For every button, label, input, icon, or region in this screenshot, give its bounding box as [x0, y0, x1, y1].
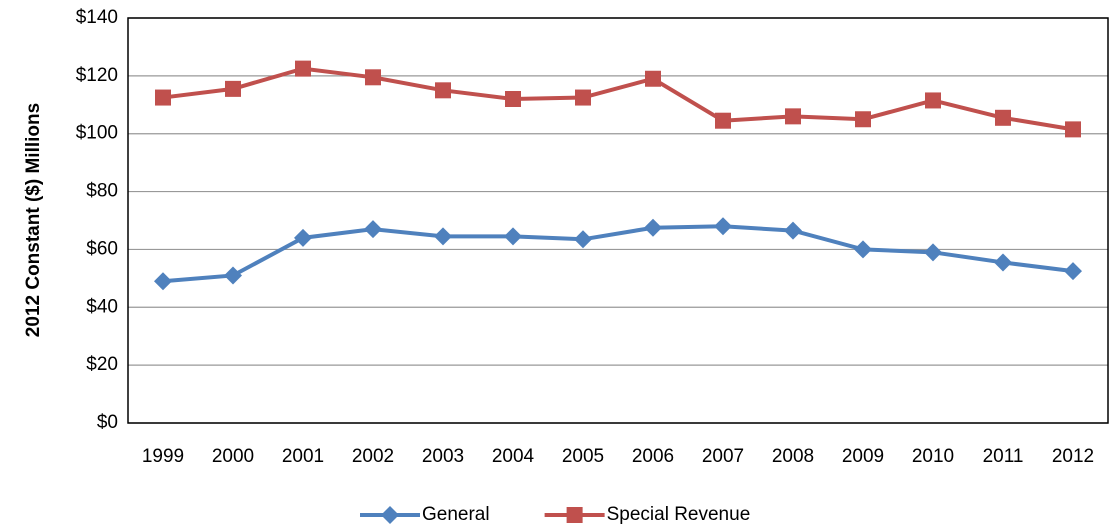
marker: [364, 220, 382, 239]
y-tick-label: $40: [86, 296, 118, 317]
marker: [1065, 121, 1081, 138]
marker: [224, 266, 242, 285]
x-tick-label: 2011: [983, 446, 1024, 467]
marker: [365, 69, 381, 86]
y-axis-label: 2012 Constant ($) Millions: [23, 103, 44, 337]
plot-frame: [127, 17, 1109, 424]
x-tick-label: 2004: [492, 446, 535, 467]
marker: [994, 253, 1012, 272]
x-tick-label: 2010: [912, 446, 954, 467]
x-tick-label: 2006: [632, 446, 674, 467]
marker: [435, 82, 451, 99]
marker: [225, 80, 241, 97]
marker: [566, 507, 583, 523]
y-tick-label: $80: [86, 181, 118, 202]
x-tick-label: 2003: [422, 446, 464, 467]
legend-label: General: [422, 504, 490, 525]
y-tick-label: $100: [76, 123, 118, 144]
y-tick-label: $60: [86, 238, 118, 259]
marker: [854, 240, 872, 259]
marker: [645, 70, 661, 87]
marker: [785, 108, 801, 125]
marker: [784, 221, 802, 240]
marker: [644, 218, 662, 237]
legend-label: Special Revenue: [607, 504, 751, 525]
marker: [575, 89, 591, 106]
marker: [295, 60, 311, 77]
x-tick-label: 2001: [282, 446, 324, 467]
marker: [574, 230, 592, 249]
series-line: [162, 224, 1074, 284]
marker: [715, 112, 731, 129]
y-tick-label: $140: [76, 7, 118, 28]
marker: [505, 91, 521, 107]
marker: [155, 89, 171, 106]
y-tick-label: $120: [76, 65, 118, 86]
marker: [924, 243, 942, 262]
x-tick-label: 1999: [142, 446, 184, 467]
x-tick-label: 2007: [702, 446, 744, 467]
y-tick-label: $20: [86, 354, 118, 375]
x-tick-label: 2012: [1052, 446, 1094, 467]
marker: [855, 111, 871, 128]
x-tick-label: 2000: [212, 446, 254, 467]
x-tick-label: 2009: [842, 446, 884, 467]
marker: [1064, 262, 1082, 281]
x-tick-label: 2008: [772, 446, 814, 467]
x-tick-label: 2002: [352, 446, 394, 467]
series-line: [162, 66, 1074, 132]
marker: [504, 227, 522, 246]
marker: [294, 228, 312, 247]
marker: [995, 109, 1011, 126]
marker: [154, 272, 172, 291]
marker: [714, 217, 732, 236]
x-tick-label: 2005: [562, 446, 604, 467]
y-tick-label: $0: [97, 412, 118, 433]
marker: [381, 506, 399, 524]
marker: [434, 227, 452, 246]
marker: [925, 92, 941, 109]
